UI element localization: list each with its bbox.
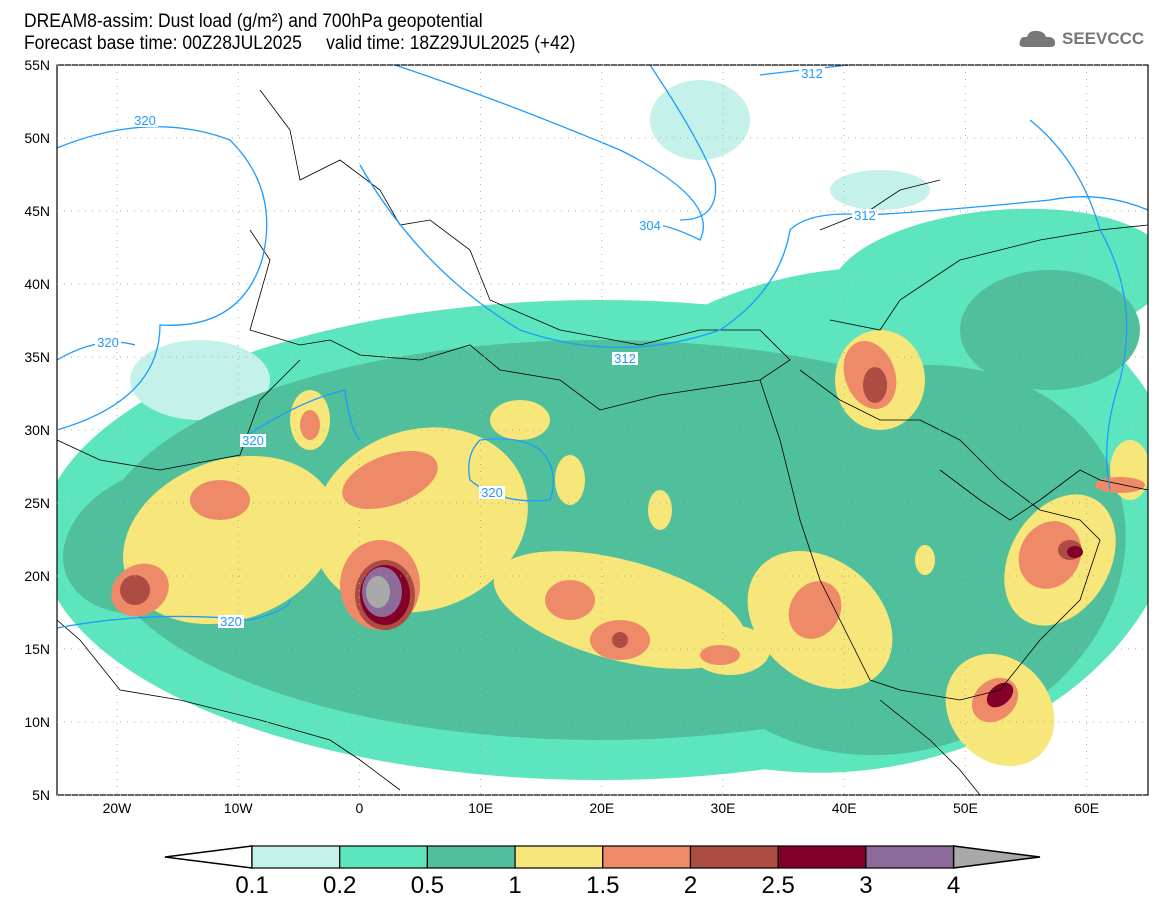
lon-label: 30E — [711, 800, 736, 816]
colorbar-under-arrow — [164, 845, 253, 869]
dust-level-2-region — [120, 575, 150, 605]
lat-label: 50N — [24, 130, 50, 146]
coastlines — [57, 89, 1148, 795]
dust-level-1-region — [555, 455, 585, 505]
dust-level-0.1-region — [130, 340, 270, 420]
dust-level-1.5-region — [1018, 521, 1082, 589]
dust-level-0.1-region — [650, 80, 750, 160]
colorbar-tick-label: 0.5 — [410, 872, 445, 899]
contour-label: 304 — [639, 218, 661, 233]
colorbar-swatch — [865, 845, 955, 869]
lat-label: 35N — [24, 349, 50, 365]
dust-level-2-region — [612, 632, 628, 648]
lon-label: 60E — [1074, 800, 1099, 816]
dust-level-1-region — [915, 545, 935, 575]
lat-label: 30N — [24, 422, 50, 438]
dust-level-0.1-region — [830, 170, 930, 210]
contour-label: 320 — [220, 614, 242, 629]
geopotential-contours — [57, 65, 1148, 629]
contour-label: 320 — [134, 113, 156, 128]
lat-label: 55N — [24, 57, 50, 73]
seevccc-logo: SEEVCCC — [1018, 27, 1144, 51]
lon-label: 10E — [468, 800, 493, 816]
colorbar-tick-label: 1 — [508, 872, 522, 899]
colorbar-swatch — [251, 845, 341, 869]
colorbar-swatch — [514, 845, 604, 869]
contour-label-bg — [612, 352, 638, 365]
dust-level-1-region — [123, 455, 337, 625]
contour-label-bg — [240, 434, 266, 447]
title-line-2: Forecast base time: 00Z28JUL2025 valid t… — [24, 33, 576, 54]
contour-label: 312 — [614, 351, 636, 366]
contour-label: 312 — [854, 208, 876, 223]
colorbar-tick-label: 4 — [946, 872, 961, 899]
dust-level-1-region — [493, 551, 747, 669]
dust-level-1.5-region — [700, 645, 740, 665]
contour-label-bg — [132, 114, 158, 127]
colorbar-tick-label: 1.5 — [586, 872, 620, 899]
logo-text: SEEVCCC — [1062, 29, 1145, 48]
dust-level-4-region — [366, 576, 390, 608]
lon-label: 20W — [103, 800, 133, 816]
contour-label-bg — [95, 336, 121, 349]
contour-label: 320 — [97, 335, 119, 350]
contour-label: 320 — [481, 485, 503, 500]
colorbar-swatch — [426, 845, 516, 869]
contour-label-bg — [479, 486, 505, 499]
colorbar-swatch — [602, 845, 692, 869]
contour-label-bg — [218, 615, 244, 628]
dust-level-1-region — [490, 400, 550, 440]
colorbar-tick-label: 0.1 — [235, 872, 269, 899]
colorbar-swatch — [777, 845, 867, 869]
dust-level-1.5-region — [545, 580, 595, 620]
lon-label: 20E — [589, 800, 614, 816]
contour-label-bg — [799, 67, 825, 80]
lat-label: 40N — [24, 276, 50, 292]
lon-label: 0 — [356, 800, 364, 816]
dust-level-1-region — [648, 490, 672, 530]
lon-label: 50E — [953, 800, 978, 816]
lat-label: 45N — [24, 203, 50, 219]
dust-load-field — [57, 80, 1148, 780]
dust-level-2.5-region — [1067, 546, 1083, 558]
dust-level-1.5-region — [342, 450, 438, 510]
lon-label: 40E — [832, 800, 857, 816]
contour-label: 312 — [801, 66, 823, 81]
dust-level-1.5-region — [190, 480, 250, 520]
colorbar-over-arrow — [952, 845, 1041, 869]
lat-label: 5N — [32, 787, 50, 803]
contour-label-bg — [637, 219, 663, 232]
dust-level-2.5-region — [986, 682, 1014, 708]
contour-label-bg — [852, 209, 878, 222]
title-line-1: DREAM8-assim: Dust load (g/m²) and 700hP… — [24, 11, 483, 32]
cloud-icon — [1019, 30, 1056, 47]
lon-label: 10W — [224, 800, 254, 816]
colorbar-tick-label: 0.2 — [323, 872, 357, 899]
dust-level-1.5-region — [1095, 477, 1145, 493]
lat-label: 10N — [24, 714, 50, 730]
dust-level-0.5-region — [960, 270, 1140, 390]
lat-label: 25N — [24, 495, 50, 511]
colorbar-swatch — [689, 845, 779, 869]
contour-label: 320 — [242, 433, 264, 448]
colorbar-tick-label: 3 — [859, 872, 873, 899]
colorbar-tick-label: 2.5 — [761, 872, 795, 899]
dust-level-2-region — [863, 367, 887, 403]
lat-label: 15N — [24, 641, 50, 657]
colorbar-swatch — [339, 845, 429, 869]
colorbar — [164, 845, 1041, 869]
colorbar-tick-label: 2 — [683, 872, 698, 899]
dust-level-1.5-region — [300, 410, 320, 440]
lat-label: 20N — [24, 568, 50, 584]
